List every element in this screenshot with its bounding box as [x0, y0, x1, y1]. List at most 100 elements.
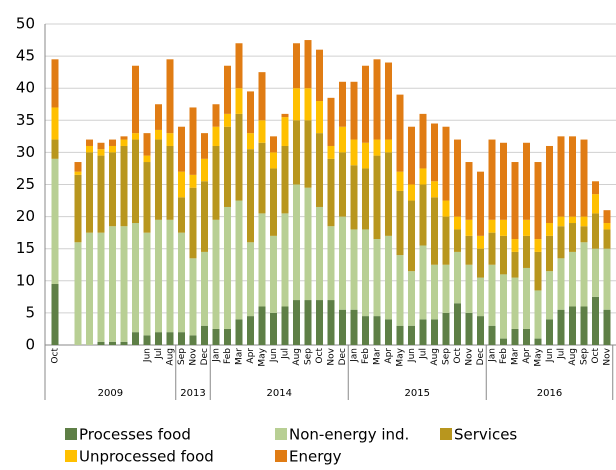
bar-segment — [247, 91, 254, 134]
x-tick-label: May — [258, 347, 268, 366]
bar-segment — [603, 223, 611, 230]
y-tick-label: 30 — [16, 143, 35, 161]
bar-segment — [74, 242, 82, 345]
bar-segment — [454, 303, 461, 345]
bar-segment — [155, 332, 162, 345]
bar-segment — [281, 113, 289, 118]
bar-segment — [546, 223, 553, 236]
y-tick-label: 10 — [16, 271, 35, 289]
bar-segment — [477, 277, 484, 317]
bar-segment — [500, 219, 507, 236]
x-tick-label: Sep — [177, 348, 187, 365]
bar-segment — [189, 187, 197, 259]
bar-segment — [431, 264, 438, 320]
y-tick-label: 25 — [16, 175, 35, 193]
bar-segment — [327, 145, 335, 159]
bar-segment — [431, 319, 438, 345]
bar-segment — [408, 200, 415, 272]
bar-segment — [304, 88, 312, 121]
bar-segment — [281, 117, 289, 146]
bar-segment — [408, 184, 415, 201]
y-tick-label: 20 — [16, 207, 35, 225]
bar-segment — [419, 168, 427, 185]
bar-segment — [488, 232, 496, 265]
bar-segment — [534, 251, 542, 291]
x-tick-label: Jul — [281, 348, 291, 360]
x-tick-label: Jul — [419, 348, 429, 360]
bar-segment — [201, 133, 208, 159]
bar-segment — [304, 187, 312, 301]
legend-swatch — [275, 450, 287, 462]
bar-segment — [270, 136, 277, 153]
bar-segment — [569, 223, 576, 252]
bar-segment — [258, 213, 266, 307]
year-label: 2013 — [180, 388, 205, 399]
bar-segment — [201, 158, 208, 182]
x-tick-label: Jan — [350, 348, 360, 363]
bar-segment — [143, 162, 151, 233]
bar-segment — [557, 216, 565, 227]
bar-segment — [350, 165, 358, 230]
x-tick-label: Jun — [143, 348, 153, 363]
x-tick-label: Oct — [315, 348, 325, 364]
bar-segment — [523, 142, 530, 220]
bar-segment — [270, 312, 277, 345]
bar-segment — [327, 300, 335, 345]
x-tick-label: Mar — [511, 348, 521, 365]
bar-segment — [212, 328, 220, 345]
legend-label: Processes food — [79, 426, 191, 444]
bar-segment — [109, 152, 116, 227]
bar-segment — [362, 229, 369, 317]
bar-segment — [373, 59, 381, 140]
bar-segment — [281, 306, 289, 345]
x-tick-label: Jan — [488, 348, 498, 363]
bar-segment — [235, 319, 243, 345]
bar-segment — [224, 113, 231, 127]
y-tick-label: 15 — [16, 239, 35, 257]
bar-segment — [534, 239, 542, 252]
bar-segment — [465, 162, 473, 220]
bar-segment — [166, 59, 174, 134]
bar-segment — [212, 126, 220, 146]
bar-segment — [603, 248, 611, 310]
bar-segment — [258, 72, 266, 121]
bar-segment — [51, 107, 59, 140]
bar-segment — [304, 40, 312, 89]
bar-segment — [189, 335, 197, 345]
bar-segment — [511, 328, 519, 345]
bar-segment — [327, 97, 335, 146]
x-tick-label: Dec — [338, 348, 348, 365]
x-tick-label: Aug — [568, 348, 578, 366]
x-tick-label: Oct — [591, 348, 601, 364]
bar-segment — [454, 216, 461, 230]
bar-segment — [74, 174, 82, 243]
bar-segment — [603, 229, 611, 249]
bar-segment — [258, 142, 266, 214]
bar-segment — [86, 152, 93, 233]
bar-segment — [51, 284, 59, 345]
bar-segment — [281, 145, 289, 214]
bar-segment — [442, 216, 450, 265]
bar-segment — [465, 264, 473, 313]
bar-segment — [534, 162, 542, 240]
bar-segment — [316, 300, 323, 345]
bar-segment — [465, 312, 473, 345]
x-tick-label: Oct — [51, 348, 61, 364]
bar-segment — [442, 312, 450, 345]
bar-segment — [511, 162, 519, 240]
year-label: 2009 — [98, 388, 123, 399]
bar-segment — [189, 107, 197, 175]
bar-segment — [534, 338, 542, 345]
bar-segment — [120, 341, 128, 345]
x-tick-label: Nov — [603, 347, 613, 365]
legend-swatch — [65, 428, 77, 440]
bar-segment — [166, 145, 174, 220]
bar-segment — [120, 145, 128, 227]
x-tick-label: Feb — [361, 348, 371, 364]
x-tick-label: Feb — [223, 348, 233, 364]
bar-segment — [592, 181, 599, 195]
bar-segment — [281, 213, 289, 307]
x-tick-label: Dec — [476, 348, 486, 365]
bar-segment — [465, 235, 473, 265]
legend-label: Non-energy ind. — [289, 426, 409, 444]
